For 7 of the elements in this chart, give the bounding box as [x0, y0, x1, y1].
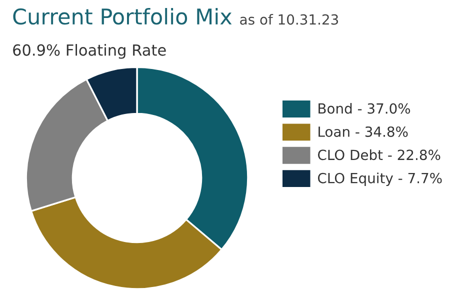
chart-subtitle: 60.9% Floating Rate	[13, 44, 166, 59]
legend-label: Loan - 34.8%	[318, 126, 408, 137]
text: as of 10.31.23	[240, 14, 338, 25]
legend-label: CLO Debt - 22.8%	[318, 149, 440, 160]
legend-label: Bond - 37.0%	[318, 103, 410, 114]
chart-title: Current Portfolio Mix	[13, 8, 232, 25]
legend-label: CLO Equity - 7.7%	[318, 172, 442, 186]
